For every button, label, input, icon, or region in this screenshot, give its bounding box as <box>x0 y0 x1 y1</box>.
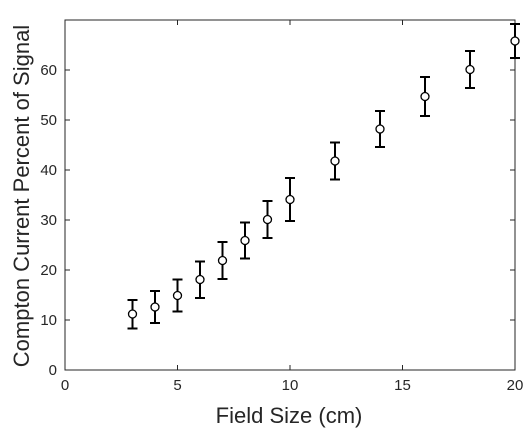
data-point-group <box>127 299 138 330</box>
data-point-group <box>285 177 295 222</box>
data-point-group <box>375 110 385 148</box>
data-point <box>150 302 160 312</box>
data-point <box>127 309 138 319</box>
data-point-group <box>172 278 183 313</box>
data-point <box>375 124 385 134</box>
data-point <box>510 36 520 46</box>
data-point-group <box>262 200 273 239</box>
data-point <box>330 156 340 166</box>
y-tick-label: 10 <box>40 312 57 329</box>
y-tick-label: 40 <box>40 162 57 179</box>
y-tick-label: 30 <box>40 212 57 229</box>
x-tick-label: 5 <box>173 377 181 394</box>
data-point <box>240 235 250 246</box>
data-point <box>217 255 228 266</box>
data-point <box>465 64 475 75</box>
x-tick-label: 20 <box>507 377 524 394</box>
data-point <box>285 194 295 205</box>
data-point-group <box>195 260 205 299</box>
data-point-group <box>420 76 430 117</box>
data-point-group <box>150 290 160 324</box>
data-point <box>172 290 183 301</box>
y-tick-label: 50 <box>40 112 57 129</box>
y-tick-label: 60 <box>40 62 57 79</box>
x-tick-label: 15 <box>394 377 411 394</box>
data-point-group <box>465 50 475 89</box>
data-point <box>195 274 205 285</box>
data-point-group <box>217 241 228 280</box>
plot-area: 0 5 10 15 20 0 10 20 30 40 50 60 <box>40 19 524 394</box>
y-axis-title: Compton Current Percent of Signal <box>9 25 34 367</box>
data-point-group <box>330 141 340 181</box>
data-point-group <box>240 221 250 260</box>
data-point <box>420 91 430 102</box>
data-point-group <box>510 23 520 59</box>
x-tick-label: 10 <box>282 377 299 394</box>
x-axis-title: Field Size (cm) <box>216 403 363 428</box>
y-tick-label: 0 <box>49 362 57 379</box>
x-tick-label: 0 <box>61 377 69 394</box>
data-point <box>262 214 273 225</box>
y-tick-label: 20 <box>40 262 57 279</box>
